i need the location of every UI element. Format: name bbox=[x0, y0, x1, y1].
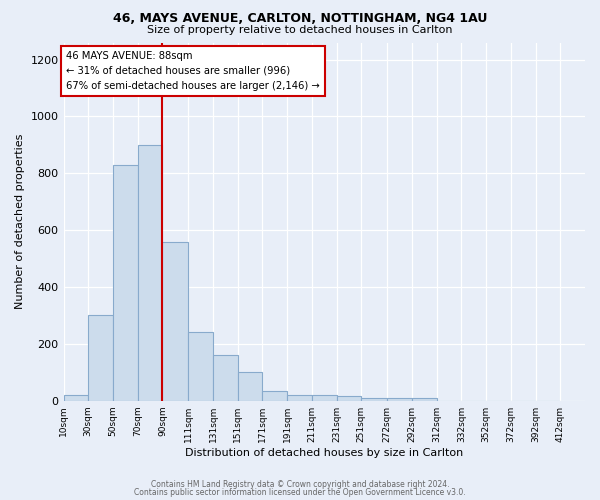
X-axis label: Distribution of detached houses by size in Carlton: Distribution of detached houses by size … bbox=[185, 448, 463, 458]
Bar bbox=[88, 316, 113, 400]
Text: Size of property relative to detached houses in Carlton: Size of property relative to detached ho… bbox=[147, 25, 453, 35]
Bar bbox=[287, 395, 312, 400]
Bar bbox=[337, 396, 361, 400]
Bar bbox=[163, 242, 188, 400]
Bar bbox=[387, 398, 412, 400]
Bar bbox=[137, 145, 163, 401]
Bar bbox=[213, 355, 238, 401]
Y-axis label: Number of detached properties: Number of detached properties bbox=[15, 134, 25, 310]
Text: Contains public sector information licensed under the Open Government Licence v3: Contains public sector information licen… bbox=[134, 488, 466, 497]
Text: Contains HM Land Registry data © Crown copyright and database right 2024.: Contains HM Land Registry data © Crown c… bbox=[151, 480, 449, 489]
Bar bbox=[312, 395, 337, 400]
Bar bbox=[64, 395, 88, 400]
Bar bbox=[361, 398, 387, 400]
Bar bbox=[412, 398, 437, 400]
Text: 46, MAYS AVENUE, CARLTON, NOTTINGHAM, NG4 1AU: 46, MAYS AVENUE, CARLTON, NOTTINGHAM, NG… bbox=[113, 12, 487, 26]
Bar bbox=[188, 332, 213, 400]
Bar bbox=[262, 391, 287, 400]
Bar bbox=[113, 164, 137, 400]
Text: 46 MAYS AVENUE: 88sqm
← 31% of detached houses are smaller (996)
67% of semi-det: 46 MAYS AVENUE: 88sqm ← 31% of detached … bbox=[66, 51, 320, 90]
Bar bbox=[238, 372, 262, 400]
